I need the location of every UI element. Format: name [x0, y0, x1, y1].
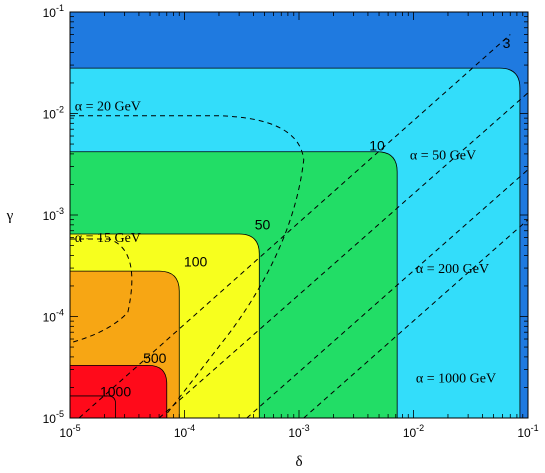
y-tick-base: 10 — [43, 209, 57, 223]
contour-line-50 — [70, 233, 260, 418]
y-tick-exp: -3 — [56, 206, 64, 216]
contour-line-1000 — [70, 395, 116, 418]
contour-label-3: 3 — [503, 35, 511, 51]
y-tick-label: 10-3 — [43, 206, 64, 223]
y-tick-exp: -5 — [56, 409, 64, 419]
x-tick-label: 10-4 — [174, 423, 195, 440]
alpha-label-4: α = 200 GeV — [416, 262, 489, 277]
x-tick-base: 10 — [59, 426, 73, 440]
x-tick-exp: -2 — [416, 423, 424, 433]
x-tick-exp: -1 — [531, 423, 539, 433]
y-tick-label: 10-2 — [43, 105, 64, 122]
x-tick-labels: 10-5 10-4 10-3 10-2 10-1 — [59, 423, 538, 440]
alpha-labels: α = 20 GeV α = 15 GeV α = 50 GeV α = 200 Ge… — [75, 100, 496, 387]
y-tick-exp: -4 — [56, 308, 64, 318]
x-axis-label: δ — [295, 454, 302, 470]
y-tick-exp: -1 — [56, 3, 64, 13]
contour-label-50: 50 — [255, 217, 271, 233]
x-tick-label: 10-2 — [403, 423, 424, 440]
x-tick-base: 10 — [174, 426, 188, 440]
y-tick-exp: -2 — [56, 105, 64, 115]
y-tick-base: 10 — [43, 311, 57, 325]
alpha-diagonal-curve-4 — [303, 219, 529, 419]
x-tick-exp: -3 — [302, 423, 310, 433]
contour-line-3 — [70, 67, 521, 418]
x-tick-base: 10 — [288, 426, 302, 440]
axis-ticks — [69, 11, 529, 419]
filled-regions — [70, 12, 528, 418]
contour-labels: 3 10 50 100 500 1000 — [100, 35, 511, 399]
contour-label-100: 100 — [184, 253, 208, 269]
contour-label-1000: 1000 — [100, 383, 131, 399]
alpha-label-2: α = 15 GeV — [75, 231, 141, 246]
contour-lines — [70, 67, 521, 418]
contour-line-10 — [70, 151, 398, 418]
contour-line-500 — [70, 364, 168, 418]
y-tick-base: 10 — [43, 108, 57, 122]
x-tick-label: 10-3 — [288, 423, 309, 440]
x-tick-base: 10 — [517, 426, 531, 440]
x-tick-exp: -4 — [187, 423, 195, 433]
alpha-label-1: α = 20 GeV — [75, 100, 141, 115]
x-tick-label: 10-1 — [517, 423, 538, 440]
region-level-1000 — [70, 395, 116, 418]
x-tick-exp: -5 — [73, 423, 81, 433]
y-tick-base: 10 — [43, 412, 57, 426]
y-tick-base: 10 — [43, 6, 57, 20]
alpha-15-gev-curve — [69, 238, 133, 344]
contour-line-100 — [70, 270, 180, 418]
contour-label-500: 500 — [143, 350, 167, 366]
alpha-diagonal-curve-2 — [158, 92, 529, 419]
alpha-diagonal-curve-1 — [78, 34, 511, 419]
x-tick-label: 10-5 — [59, 423, 80, 440]
alpha-dashed-curves — [69, 34, 529, 419]
y-axis-label: γ — [6, 208, 14, 224]
alpha-label-3: α = 50 GeV — [410, 148, 476, 163]
x-tick-base: 10 — [403, 426, 417, 440]
alpha-label-5: α = 1000 GeV — [416, 372, 496, 387]
y-tick-labels: 10-510-410-310-210-1 — [43, 3, 64, 426]
y-tick-label: 10-1 — [43, 3, 64, 20]
y-tick-label: 10-5 — [43, 409, 64, 426]
y-tick-label: 10-4 — [43, 308, 64, 325]
contour-label-10: 10 — [369, 137, 385, 153]
